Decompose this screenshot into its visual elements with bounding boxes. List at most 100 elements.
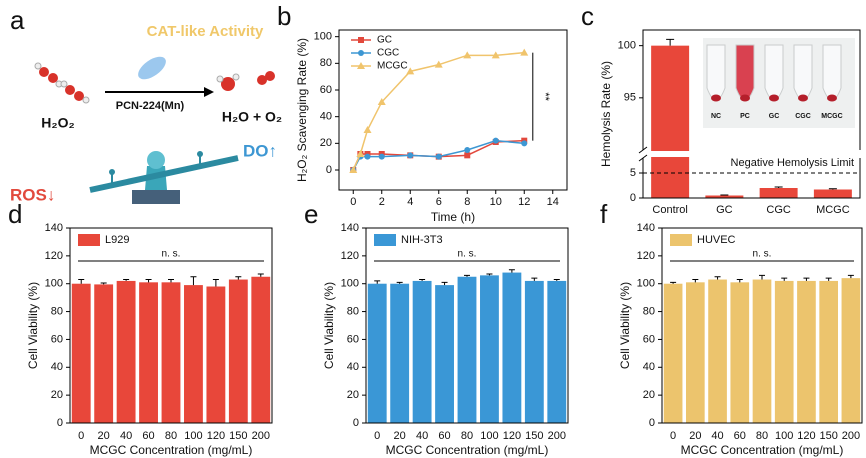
y-tick-label: 20 xyxy=(643,389,655,401)
x-tick-label: 80 xyxy=(461,430,473,442)
effect-down: ROS↓ xyxy=(10,185,55,204)
plot-frame xyxy=(642,29,861,199)
y-axis-label: Hemolysis Rate (%) xyxy=(599,61,613,167)
x-tick-label: 0 xyxy=(670,430,676,442)
x-tick-label: 150 xyxy=(525,430,543,442)
error-bar xyxy=(531,277,538,281)
pellet xyxy=(827,94,837,102)
x-tick-label: 20 xyxy=(394,430,406,442)
tube xyxy=(822,44,842,101)
error-bar xyxy=(464,274,470,277)
inset-label: PC xyxy=(740,113,750,120)
data-point xyxy=(407,152,414,159)
y-tick-label: 60 xyxy=(643,333,655,345)
x-tick-label: 200 xyxy=(842,430,860,442)
reference-label: Negative Hemolysis Limit xyxy=(731,157,854,169)
schematic-title: CAT-like Activity xyxy=(147,23,264,40)
x-tick-label: 150 xyxy=(229,430,247,442)
panel-label: a xyxy=(10,5,25,35)
x-tick-label: 20 xyxy=(689,430,701,442)
error-bar xyxy=(692,279,699,283)
data-point xyxy=(356,150,365,157)
x-tick-label: GC xyxy=(716,204,733,216)
product: H₂O + O₂ xyxy=(222,109,282,125)
y-tick-label: 60 xyxy=(347,333,359,345)
y-tick-label: 95 xyxy=(624,92,636,104)
x-tick-label: 100 xyxy=(775,430,793,442)
y-tick-label: 20 xyxy=(51,389,63,401)
plot-frame xyxy=(338,29,568,191)
annotation: n. s. xyxy=(162,249,181,260)
legend-label: GC xyxy=(377,35,392,46)
legend-swatch xyxy=(78,234,100,246)
data-point xyxy=(377,98,386,105)
molecules xyxy=(34,62,275,104)
error-bar xyxy=(168,279,174,283)
panel-label: b xyxy=(277,1,291,31)
y-tick-label: 20 xyxy=(320,137,332,149)
y-tick-label: 140 xyxy=(637,222,655,234)
bar xyxy=(71,283,91,423)
x-tick-label: 14 xyxy=(547,196,559,208)
legend-label: L929 xyxy=(105,234,129,246)
plot-frame xyxy=(365,227,569,424)
x-tick-label: MCGC xyxy=(816,204,850,216)
y-tick-label: 140 xyxy=(45,222,63,234)
y-tick-label: 120 xyxy=(637,250,655,262)
y-tick-label: 80 xyxy=(320,57,332,69)
error-bar xyxy=(235,276,242,280)
x-tick-label: 40 xyxy=(120,430,132,442)
data-point xyxy=(434,60,443,68)
catalyst-icon xyxy=(138,56,166,80)
y-tick-label: 60 xyxy=(320,84,332,96)
bar xyxy=(797,280,816,423)
bar xyxy=(705,195,744,198)
y-tick-label: 100 xyxy=(341,278,359,290)
inset-label: NC xyxy=(711,113,721,120)
x-tick-label: 80 xyxy=(165,430,177,442)
error-bar xyxy=(553,279,560,281)
legend-label: HUVEC xyxy=(697,234,736,246)
bar xyxy=(819,280,838,423)
y-axis-label: Cell Viability (%) xyxy=(26,282,40,369)
y-tick-label: 100 xyxy=(314,31,332,43)
panel-label: e xyxy=(304,199,318,229)
x-axis-label: MCGC Concentration (mg/mL) xyxy=(90,443,253,457)
data-point xyxy=(492,137,499,144)
y-axis-label: Cell Viability (%) xyxy=(618,282,632,369)
bar xyxy=(759,188,798,198)
pellet xyxy=(769,94,779,102)
bar xyxy=(251,276,271,423)
bar xyxy=(708,279,727,423)
x-tick-label: 200 xyxy=(548,430,566,442)
plot-frame xyxy=(69,227,273,424)
y-axis-label: Cell Viability (%) xyxy=(322,282,336,369)
tube xyxy=(706,44,726,101)
schematic: a CAT-like Activity PCN-224(Mn) H₂O₂ H₂O… xyxy=(10,5,282,205)
error-bar xyxy=(212,279,219,287)
reactant: H₂O₂ xyxy=(41,115,74,131)
panel-label: c xyxy=(581,1,594,31)
bar xyxy=(367,283,387,423)
x-tick-label: 40 xyxy=(416,430,428,442)
bar xyxy=(228,279,248,423)
legend-label: MCGC xyxy=(377,61,408,72)
bar xyxy=(663,283,683,423)
bar xyxy=(457,276,477,423)
seesaw xyxy=(89,151,239,204)
error-bar xyxy=(100,282,107,285)
y-tick-label: 60 xyxy=(51,333,63,345)
data-point xyxy=(378,153,385,160)
x-tick-label: 100 xyxy=(480,430,498,442)
y-tick-label: 100 xyxy=(618,40,636,52)
y-tick-label: 0 xyxy=(630,192,636,204)
bar xyxy=(480,275,499,423)
y-tick-label: 5 xyxy=(630,167,636,179)
y-axis-label: H₂O₂ Scavenging Rate (%) xyxy=(295,38,309,182)
break-mark xyxy=(638,146,648,162)
legend-marker xyxy=(358,37,364,43)
error-bar xyxy=(803,277,810,281)
x-tick-label: 60 xyxy=(142,430,154,442)
error-bar xyxy=(78,279,85,284)
legend-swatch xyxy=(374,234,396,246)
